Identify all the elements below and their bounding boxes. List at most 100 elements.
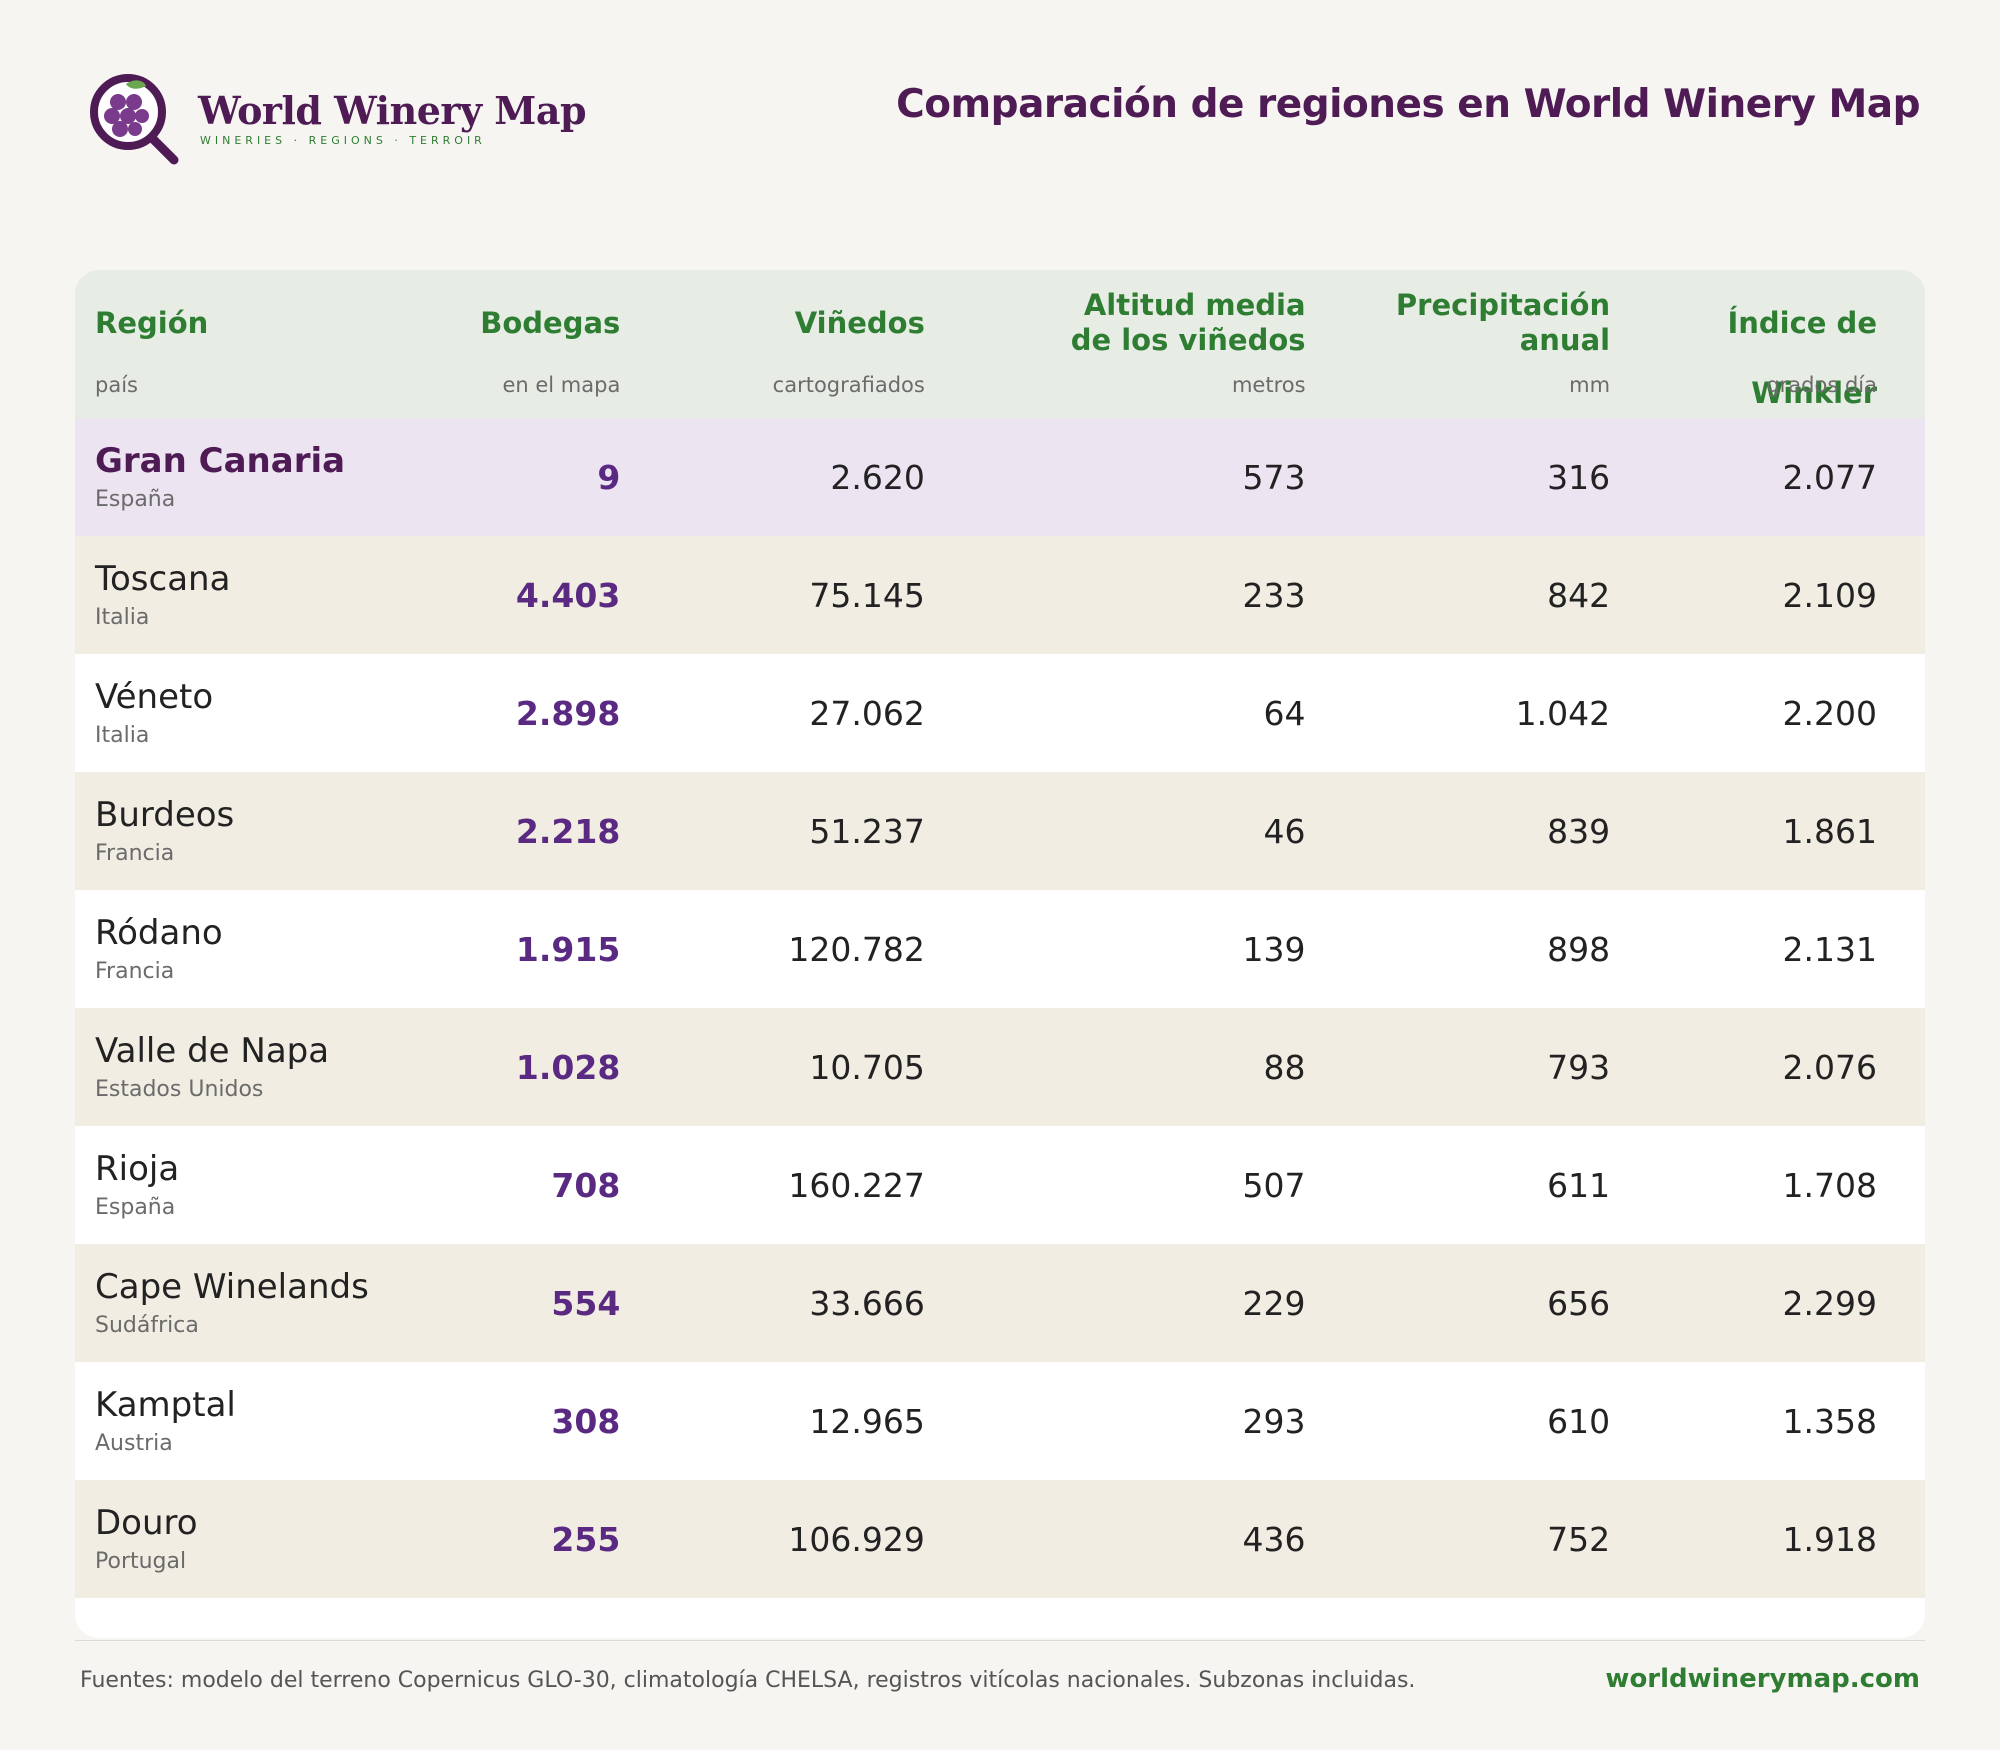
table-row: Douro Portugal 255 106.929 436 752 1.918 <box>75 1480 1925 1598</box>
region-cell: Cape Winelands Sudáfrica <box>75 1244 415 1362</box>
precipitation-cell: 898 <box>1547 929 1611 969</box>
brand-name: World Winery Map <box>198 88 587 133</box>
region-country: Portugal <box>95 1549 187 1574</box>
region-cell: Gran Canaria España <box>75 418 415 536</box>
region-name: Ródano <box>95 913 223 953</box>
winkler-cell: 1.861 <box>1782 811 1877 851</box>
table-row: Kamptal Austria 308 12.965 293 610 1.358 <box>75 1362 1925 1480</box>
winkler-cell: 2.077 <box>1782 457 1877 497</box>
region-country: Austria <box>95 1431 173 1456</box>
altitude-cell: 64 <box>1263 693 1306 733</box>
vineyards-cell: 51.237 <box>809 811 925 851</box>
column-label-line1: Precipitación <box>1395 288 1611 322</box>
page-header: World Winery Map WINERIES · REGIONS · TE… <box>86 70 1920 180</box>
table-row: Burdeos Francia 2.218 51.237 46 839 1.861 <box>75 772 1925 890</box>
region-name: Cape Winelands <box>95 1267 369 1307</box>
region-name: Gran Canaria <box>95 441 346 481</box>
altitude-cell: 229 <box>1242 1283 1306 1323</box>
winkler-cell: 1.358 <box>1782 1401 1877 1441</box>
region-cell: Valle de Napa Estados Unidos <box>75 1008 415 1126</box>
table-header-row: Región país Bodegas en el mapa Viñedos c… <box>75 270 1925 418</box>
column-header-region: Región país <box>75 270 415 418</box>
table-row: Toscana Italia 4.403 75.145 233 842 2.109 <box>75 536 1925 654</box>
altitude-cell: 573 <box>1242 457 1306 497</box>
page-title: Comparación de regiones en World Winery … <box>896 82 1920 127</box>
wineries-cell: 554 <box>551 1283 621 1323</box>
region-country: España <box>95 1195 176 1220</box>
column-label: Región <box>95 306 209 340</box>
winkler-cell: 1.918 <box>1782 1519 1877 1559</box>
table-row: Rioja España 708 160.227 507 611 1.708 <box>75 1126 1925 1244</box>
region-name: Kamptal <box>95 1385 236 1425</box>
altitude-cell: 46 <box>1263 811 1306 851</box>
wineries-cell: 4.403 <box>515 575 621 615</box>
winkler-cell: 2.131 <box>1782 929 1877 969</box>
table-row: Valle de Napa Estados Unidos 1.028 10.705… <box>75 1008 1925 1126</box>
altitude-cell: 293 <box>1242 1401 1306 1441</box>
wineries-cell: 2.898 <box>515 693 621 733</box>
region-name: Burdeos <box>95 795 235 835</box>
winkler-cell: 2.109 <box>1782 575 1877 615</box>
wineries-cell: 255 <box>551 1519 621 1559</box>
altitude-cell: 233 <box>1242 575 1306 615</box>
precipitation-cell: 1.042 <box>1515 693 1611 733</box>
altitude-cell: 139 <box>1242 929 1306 969</box>
winkler-cell: 2.299 <box>1782 1283 1877 1323</box>
brand-tagline: WINERIES · REGIONS · TERROIR <box>200 134 486 147</box>
column-label-line2: anual <box>1519 323 1611 357</box>
region-country: Italia <box>95 605 150 630</box>
region-name: Toscana <box>95 559 231 599</box>
wineries-cell: 2.218 <box>515 811 621 851</box>
region-cell: Toscana Italia <box>75 536 415 654</box>
region-country: Sudáfrica <box>95 1313 199 1338</box>
column-header-altitude: Altitud media de los viñedos metros <box>925 270 1306 418</box>
region-cell: Véneto Italia <box>75 654 415 772</box>
footer-sources: Fuentes: modelo del terreno Copernicus G… <box>80 1668 1416 1693</box>
region-cell: Douro Portugal <box>75 1480 415 1598</box>
wineries-cell: 9 <box>597 457 621 497</box>
vineyards-cell: 10.705 <box>809 1047 925 1087</box>
footer-site-link[interactable]: worldwinerymap.com <box>1605 1664 1920 1694</box>
wineries-cell: 308 <box>551 1401 621 1441</box>
winkler-cell: 1.708 <box>1782 1165 1877 1205</box>
winkler-cell: 2.076 <box>1782 1047 1877 1087</box>
vineyards-cell: 12.965 <box>809 1401 925 1441</box>
precipitation-cell: 656 <box>1547 1283 1611 1323</box>
column-unit: país <box>95 373 138 397</box>
comparison-table-card: Región país Bodegas en el mapa Viñedos c… <box>75 270 1925 1638</box>
table-row: Cape Winelands Sudáfrica 554 33.666 229 6… <box>75 1244 1925 1362</box>
vineyards-cell: 33.666 <box>809 1283 925 1323</box>
column-label: Precipitación anual <box>1306 288 1611 358</box>
region-cell: Kamptal Austria <box>75 1362 415 1480</box>
region-country: Estados Unidos <box>95 1077 264 1102</box>
column-unit: mm <box>1569 373 1611 397</box>
precipitation-cell: 316 <box>1547 457 1611 497</box>
region-name: Véneto <box>95 677 214 717</box>
region-country: Francia <box>95 959 175 984</box>
vineyards-cell: 27.062 <box>809 693 925 733</box>
precipitation-cell: 842 <box>1547 575 1611 615</box>
altitude-cell: 88 <box>1263 1047 1306 1087</box>
altitude-cell: 436 <box>1242 1519 1306 1559</box>
precipitation-cell: 611 <box>1547 1165 1611 1205</box>
grape-magnifier-logo-icon <box>90 74 179 165</box>
column-unit: en el mapa <box>502 373 621 397</box>
region-cell: Ródano Francia <box>75 890 415 1008</box>
region-comparison-table: Región país Bodegas en el mapa Viñedos c… <box>75 270 1925 1598</box>
region-name: Valle de Napa <box>95 1031 330 1071</box>
table-row-highlighted: Gran Canaria España 9 2.620 573 316 2.077 <box>75 418 1925 536</box>
vineyards-cell: 120.782 <box>788 929 925 969</box>
region-country: Francia <box>95 841 175 866</box>
region-country: Italia <box>95 723 150 748</box>
column-unit: cartografiados <box>772 373 925 397</box>
column-label: Índice de Winkler <box>1727 306 1877 410</box>
wineries-cell: 1.915 <box>515 929 621 969</box>
precipitation-cell: 793 <box>1547 1047 1611 1087</box>
winkler-cell: 2.200 <box>1782 693 1877 733</box>
precipitation-cell: 752 <box>1547 1519 1611 1559</box>
column-label: Altitud media de los viñedos <box>925 288 1306 358</box>
column-header-wineries: Bodegas en el mapa <box>415 270 621 418</box>
table-row: Ródano Francia 1.915 120.782 139 898 2.13… <box>75 890 1925 1008</box>
table-row: Véneto Italia 2.898 27.062 64 1.042 2.200 <box>75 654 1925 772</box>
vineyards-cell: 106.929 <box>788 1519 925 1559</box>
